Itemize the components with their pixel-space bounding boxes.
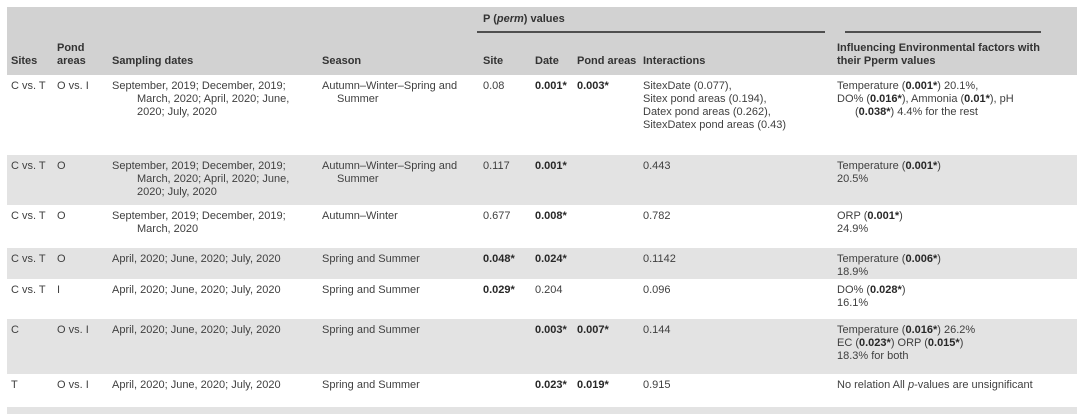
table-body: C vs. T O vs. I September, 2019; Decembe… [7,75,1077,407]
cell-sampling-dates: April, 2020; June, 2020; July, 2020 [112,324,281,336]
cell-pond-areas: O vs. I [57,324,89,336]
cell-pond-areas: O [57,210,66,222]
cell-interactions: 0.096 [643,284,671,296]
col-header-influencing-factors: Influencing Environmental factors with th… [837,42,1040,67]
cell-influencing-factors: No relation All p-values are unsignifica… [837,379,1033,391]
cell-season: Autumn–Winter–Spring and Summer [322,160,458,185]
cell-influencing-factors: Temperature (0.006*) 18.9% [837,253,941,278]
cell-pperm-site: 0.048* [483,253,515,265]
table-row: C vs. T O vs. I September, 2019; Decembe… [7,75,1077,155]
col-header-season: Season [322,55,362,67]
col-header-pond-areas: Pond areas [57,42,86,67]
cell-pperm-date: 0.001* [535,160,567,172]
column-header-row: Sites Pond areas Sampling dates Season S… [7,42,1077,75]
col-header-sampling-dates: Sampling dates [112,55,194,67]
cell-pperm-site [483,379,535,407]
cell-season: Autumn–Winter [322,210,398,222]
table-header: P (perm) values Sites Pond areas Samplin… [7,7,1077,75]
col-header-sites: Sites [11,55,38,67]
table-row: C vs. T I April, 2020; June, 2020; July,… [7,279,1077,319]
cell-influencing-factors: Temperature (0.001*) 20.1%, DO% (0.016*),… [837,80,1014,118]
cell-pond-areas: I [57,284,61,296]
cell-interactions: 0.144 [643,324,671,336]
cell-season: Autumn–Winter–Spring and Summer [322,80,458,105]
cell-sites: T [11,379,18,391]
cell-sampling-dates: September, 2019; December, 2019; March, 2… [112,160,290,198]
cell-pperm-pond-areas [577,160,643,205]
cell-sites: C vs. T [11,284,46,296]
cell-influencing-factors: Temperature (0.016*) 26.2% EC (0.023*) OR… [837,324,976,362]
cell-interactions: 0.915 [643,379,671,391]
cell-interactions: 0.782 [643,210,671,222]
cell-interactions: SitexDate (0.077), Sitex pond areas (0.19… [643,80,787,131]
cell-pperm-site: 0.08 [483,80,505,92]
cell-pperm-pond-areas: 0.019* [577,379,609,391]
cell-pperm-date: 0.023* [535,379,567,391]
cell-pperm-pond-areas: 0.003* [577,80,609,92]
cell-season: Spring and Summer [322,379,420,391]
cell-pond-areas: O [57,253,66,265]
cell-influencing-factors: DO% (0.028*) 16.1% [837,284,906,309]
cell-pperm-site [483,324,535,374]
cell-sites: C vs. T [11,253,46,265]
cell-pperm-site: 0.677 [483,210,511,222]
col-header-interactions: Interactions [643,55,706,67]
cell-pperm-pond-areas [577,284,643,319]
cell-pperm-site: 0.029* [483,284,515,296]
table-row: C O vs. I April, 2020; June, 2020; July,… [7,319,1077,374]
cell-sampling-dates: April, 2020; June, 2020; July, 2020 [112,379,281,391]
cell-pperm-date: 0.001* [535,80,567,92]
influencing-overline [845,31,1041,33]
cell-pperm-pond-areas [577,210,643,248]
table-row: C vs. T O April, 2020; June, 2020; July,… [7,248,1077,279]
cell-sites: C vs. T [11,160,46,172]
table-row: T O vs. I April, 2020; June, 2020; July,… [7,374,1077,407]
table-row: C vs. T O September, 2019; December, 201… [7,205,1077,248]
cell-pond-areas: O vs. I [57,80,89,92]
partial-bottom-row [7,407,1077,414]
cell-sampling-dates: April, 2020; June, 2020; July, 2020 [112,253,281,265]
cell-sites: C vs. T [11,80,46,92]
cell-influencing-factors: ORP (0.001*) 24.9% [837,210,903,235]
cell-season: Spring and Summer [322,284,420,296]
cell-pperm-date: 0.024* [535,253,567,265]
cell-pond-areas: O [57,160,66,172]
cell-interactions: 0.443 [643,160,671,172]
cell-pperm-site: 0.117 [483,160,510,172]
cell-pperm-pond-areas [577,253,643,279]
cell-sampling-dates: September, 2019; December, 2019; March, 2… [112,80,290,118]
cell-pond-areas: O vs. I [57,379,89,391]
cell-influencing-factors: Temperature (0.001*) 20.5% [837,160,941,185]
cell-pperm-date: 0.003* [535,324,567,336]
cell-pperm-pond-areas: 0.007* [577,324,609,336]
cell-season: Spring and Summer [322,324,420,336]
cell-sampling-dates: April, 2020; June, 2020; July, 2020 [112,284,281,296]
results-table: P (perm) values Sites Pond areas Samplin… [7,7,1077,414]
pperm-group-header: P (perm) values [483,13,565,25]
cell-pperm-date: 0.008* [535,210,567,222]
col-header-p-pond-areas: Pond areas [577,55,637,67]
cell-sites: C [11,324,19,336]
cell-interactions: 0.1142 [643,253,676,265]
cell-season: Spring and Summer [322,253,420,265]
col-header-p-site: Site [483,55,504,67]
cell-pperm-date: 0.204 [535,284,563,296]
cell-sites: C vs. T [11,210,46,222]
cell-sampling-dates: September, 2019; December, 2019; March, 2… [112,210,286,235]
col-header-p-date: Date [535,55,559,67]
table-row: C vs. T O September, 2019; December, 201… [7,155,1077,205]
pperm-group-underline [477,31,825,33]
